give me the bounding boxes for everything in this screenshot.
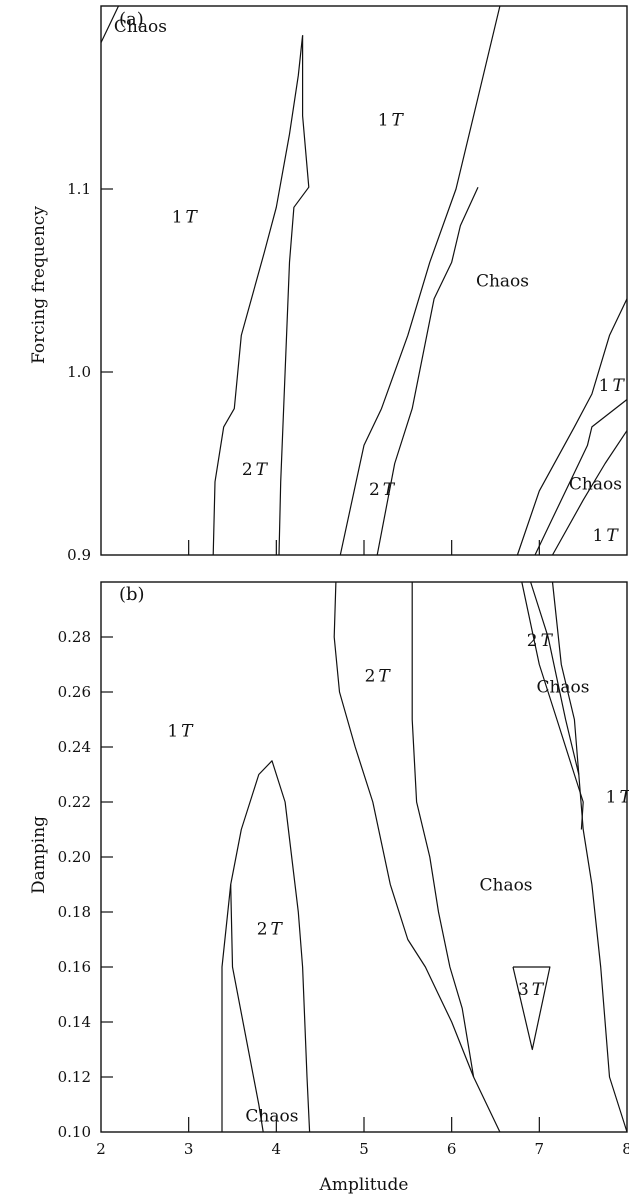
plot-frame [100, 581, 628, 1133]
x-tick-label: 3 [184, 1140, 194, 1158]
x-tick-label: 5 [359, 1140, 369, 1158]
y-tick-label: 0.24 [58, 738, 91, 756]
boundary-curve [516, 298, 628, 556]
y-tick-label: 0.18 [58, 903, 91, 921]
x-tick-label: 7 [535, 1140, 545, 1158]
boundary-curve [521, 581, 584, 830]
y-tick-label: 0.12 [58, 1068, 91, 1086]
y-tick-label: 0.22 [58, 793, 91, 811]
panel-label: (b) [119, 584, 145, 605]
y-tick-label: 0.28 [58, 628, 91, 646]
y-tick-label: 0.9 [67, 546, 91, 564]
x-axis-title: Amplitude [319, 1175, 409, 1195]
y-tick-label: 0.10 [58, 1123, 91, 1141]
plot-frame [100, 5, 628, 556]
boundary-curve [100, 5, 120, 43]
y-tick-label: 1.0 [67, 363, 91, 381]
region-label: Chaos [245, 1107, 298, 1127]
panel-b: (b) 2 3 4 5 6 7 8 0.10 0.12 0.14 0.16 0.18 0.20 0.22 0.… [29, 581, 629, 1195]
boundary-curve [278, 35, 310, 556]
region-label: Chaos [536, 678, 589, 698]
boundary-curve [411, 582, 475, 1078]
x-tick-label: 2 [96, 1140, 106, 1158]
panel-label: (a) [119, 9, 144, 30]
x-tick-label: 8 [622, 1140, 629, 1158]
y-tick-label: 0.26 [58, 683, 91, 701]
boundary-curve [230, 884, 264, 1133]
y-tick-label: 1.1 [67, 180, 91, 198]
region-label: Chaos [569, 475, 622, 495]
region-label: 1T [606, 788, 629, 808]
y-tick-label: 0.14 [58, 1013, 91, 1031]
boundary-curve [333, 581, 501, 1133]
y-tick-label: 0.16 [58, 958, 91, 976]
boundary-curve [376, 186, 479, 556]
y-tick-label: 0.20 [58, 848, 91, 866]
boundary-curve [512, 966, 551, 1051]
boundary-curve [212, 35, 304, 556]
boundary-curve [551, 581, 628, 1133]
y-axis-title: Damping [29, 816, 49, 894]
boundary-curve [551, 430, 628, 556]
region-label: Chaos [479, 876, 532, 896]
boundary-curve [221, 760, 311, 1133]
region-label: Chaos [476, 272, 529, 292]
x-tick-label: 4 [272, 1140, 282, 1158]
x-tick-label: 6 [447, 1140, 457, 1158]
region-label: Chaos [114, 17, 167, 37]
boundary-curve [339, 5, 501, 556]
panel-a: (a) 0.9 1.0 1.1 Forcing frequency Chaos 1 T 1 T 2 T… [29, 5, 628, 564]
boundary-curve [530, 581, 580, 775]
boundary-curve [534, 399, 628, 556]
y-axis-title: Forcing frequency [29, 206, 49, 364]
